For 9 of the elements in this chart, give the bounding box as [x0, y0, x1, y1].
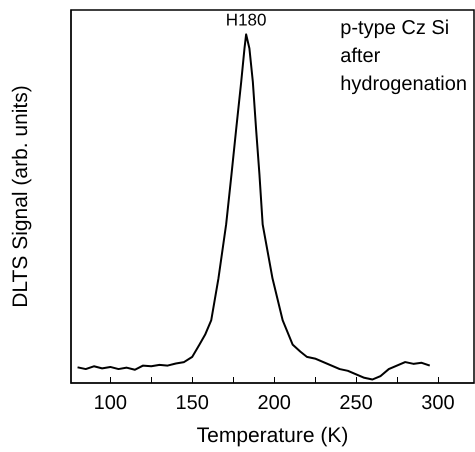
- annotation: p-type Cz Si after hydrogenation: [340, 17, 468, 95]
- x-tick-label: 200: [257, 392, 291, 414]
- x-tick-label: 300: [421, 392, 455, 414]
- x-tick-label: 150: [176, 392, 209, 414]
- x-tick-label: 250: [339, 392, 373, 414]
- x-axis-title: Temperature (K): [196, 424, 348, 447]
- x-tick-label: 100: [94, 392, 128, 414]
- annotation: H180: [226, 10, 266, 30]
- y-axis-title: DLTS Signal (arb. units): [9, 85, 32, 308]
